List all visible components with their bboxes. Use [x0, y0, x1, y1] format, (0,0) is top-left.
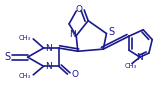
- Text: O: O: [71, 70, 78, 79]
- Text: O: O: [76, 5, 83, 14]
- Text: N: N: [45, 62, 52, 71]
- Text: S: S: [109, 28, 115, 38]
- Text: N: N: [69, 30, 75, 39]
- Text: CH₃: CH₃: [18, 73, 30, 79]
- Text: N: N: [137, 53, 143, 62]
- Text: S: S: [4, 52, 10, 62]
- Text: CH₃: CH₃: [18, 35, 30, 41]
- Text: N: N: [45, 44, 52, 53]
- Text: CH₃: CH₃: [125, 63, 137, 69]
